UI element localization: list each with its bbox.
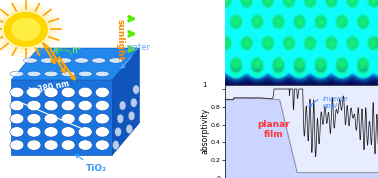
Text: TiO₂: TiO₂	[75, 155, 107, 173]
Ellipse shape	[27, 71, 41, 77]
Ellipse shape	[61, 71, 75, 77]
Circle shape	[0, 2, 60, 56]
Text: e⁻: e⁻	[53, 46, 63, 55]
Ellipse shape	[78, 87, 92, 98]
Ellipse shape	[78, 100, 92, 111]
Circle shape	[5, 12, 47, 46]
Ellipse shape	[61, 114, 75, 124]
Ellipse shape	[44, 100, 58, 111]
Ellipse shape	[95, 140, 109, 150]
Ellipse shape	[109, 58, 123, 63]
Ellipse shape	[95, 127, 109, 137]
Ellipse shape	[57, 58, 71, 63]
Ellipse shape	[115, 127, 121, 137]
Ellipse shape	[95, 87, 109, 98]
Ellipse shape	[75, 58, 88, 63]
Text: sunlight: sunlight	[116, 19, 125, 61]
Ellipse shape	[117, 114, 124, 123]
Text: planar
film: planar film	[257, 120, 290, 139]
Text: d~380 nm: d~380 nm	[26, 79, 70, 97]
Polygon shape	[113, 48, 139, 155]
Ellipse shape	[133, 85, 139, 94]
Ellipse shape	[95, 71, 109, 77]
Text: water: water	[122, 43, 151, 68]
Ellipse shape	[78, 140, 92, 150]
Ellipse shape	[95, 100, 109, 111]
Ellipse shape	[78, 127, 92, 137]
Text: inverse
opal: inverse opal	[323, 96, 349, 109]
Ellipse shape	[128, 111, 135, 121]
Ellipse shape	[40, 58, 54, 63]
Ellipse shape	[44, 87, 58, 98]
Y-axis label: absorptivity: absorptivity	[200, 108, 209, 154]
Ellipse shape	[78, 71, 92, 77]
Ellipse shape	[10, 71, 24, 77]
Ellipse shape	[61, 127, 75, 137]
Ellipse shape	[44, 114, 58, 124]
Ellipse shape	[10, 127, 24, 137]
Ellipse shape	[130, 98, 137, 107]
Ellipse shape	[10, 87, 24, 98]
Ellipse shape	[61, 140, 75, 150]
Ellipse shape	[44, 71, 58, 77]
Polygon shape	[11, 80, 113, 155]
Ellipse shape	[126, 124, 133, 134]
Ellipse shape	[95, 114, 109, 124]
Ellipse shape	[44, 140, 58, 150]
Ellipse shape	[27, 140, 41, 150]
Ellipse shape	[10, 140, 24, 150]
Circle shape	[0, 9, 51, 50]
Circle shape	[12, 18, 40, 40]
Ellipse shape	[27, 114, 41, 124]
Ellipse shape	[10, 114, 24, 124]
Polygon shape	[11, 48, 139, 80]
Ellipse shape	[10, 100, 24, 111]
Ellipse shape	[44, 127, 58, 137]
Ellipse shape	[27, 87, 41, 98]
Circle shape	[0, 6, 56, 53]
Ellipse shape	[78, 114, 92, 124]
Ellipse shape	[27, 127, 41, 137]
Ellipse shape	[61, 87, 75, 98]
Ellipse shape	[119, 101, 126, 110]
Ellipse shape	[92, 58, 106, 63]
Ellipse shape	[61, 100, 75, 111]
Ellipse shape	[113, 140, 119, 150]
Ellipse shape	[23, 58, 37, 63]
Text: h⁺: h⁺	[71, 46, 81, 55]
Ellipse shape	[27, 100, 41, 111]
Text: 1: 1	[202, 82, 206, 88]
